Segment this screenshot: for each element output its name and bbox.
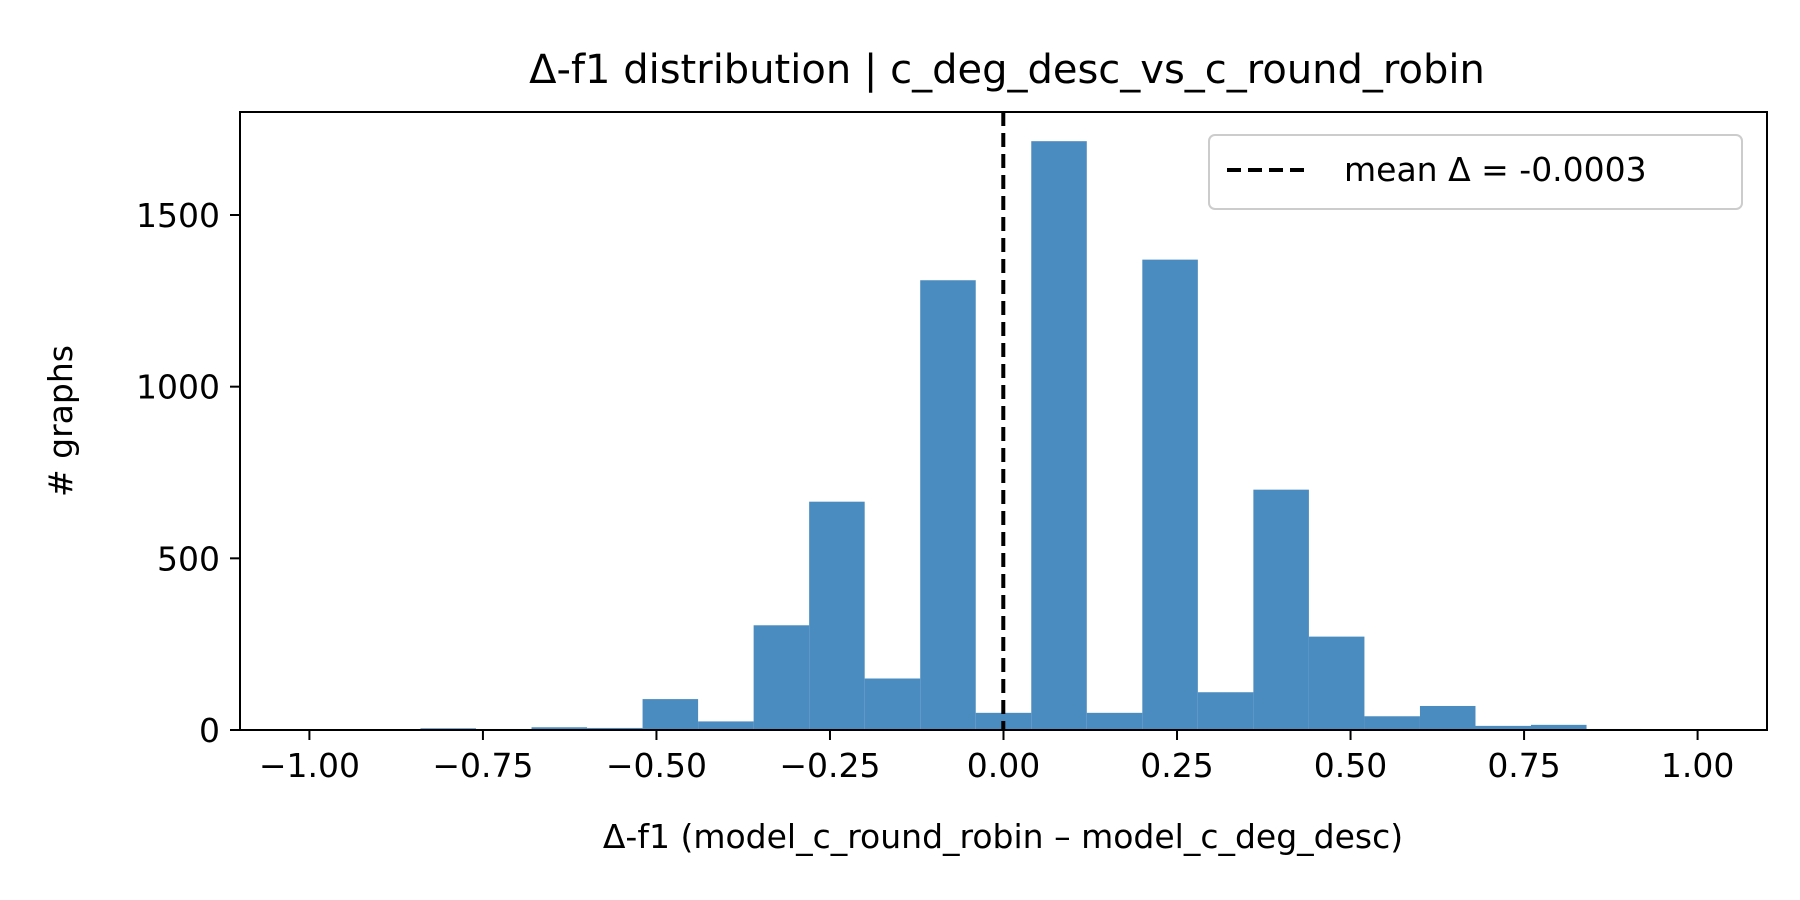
- histogram-bar: [1364, 716, 1420, 730]
- y-tick-label: 0: [199, 711, 220, 750]
- histogram-bar: [864, 678, 921, 730]
- histogram-bar: [809, 501, 865, 730]
- x-tick-label: 0.75: [1487, 746, 1560, 785]
- x-tick-label: −0.75: [432, 746, 533, 785]
- x-tick-label: 1.00: [1661, 746, 1734, 785]
- histogram-bar: [753, 625, 810, 730]
- legend-box: [1208, 134, 1743, 210]
- x-tick-label: 0.00: [967, 746, 1040, 785]
- histogram-bar: [1253, 489, 1309, 730]
- histogram-bar: [1031, 141, 1087, 730]
- legend: mean Δ = -0.0003: [1208, 134, 1743, 210]
- legend-entry-mean: mean Δ = -0.0003: [1344, 150, 1647, 189]
- histogram-bar: [698, 721, 754, 730]
- x-axis-ticks: −1.00 −0.75 −0.50 −0.25 0.00 0.25 0.50 0.75 1.00: [259, 730, 1734, 785]
- histogram-bar: [920, 280, 976, 730]
- x-tick-label: −1.00: [259, 746, 360, 785]
- histogram-bar: [531, 727, 588, 730]
- x-tick-label: −0.50: [606, 746, 707, 785]
- x-tick-label: 0.25: [1140, 746, 1213, 785]
- y-tick-label: 1000: [136, 368, 220, 407]
- y-tick-label: 1500: [136, 196, 220, 235]
- histogram-bars: [309, 141, 1698, 730]
- y-tick-label: 500: [157, 539, 220, 578]
- chart-title: Δ-f1 distribution | c_deg_desc_vs_c_roun…: [529, 47, 1485, 93]
- histogram-bar: [1475, 725, 1532, 730]
- histogram-bar: [1308, 636, 1365, 730]
- y-axis-label: # graphs: [41, 345, 80, 497]
- histogram-bar: [642, 699, 699, 730]
- x-tick-label: −0.25: [779, 746, 880, 785]
- histogram-bar: [1086, 712, 1143, 730]
- histogram-bar: [1531, 724, 1587, 730]
- histogram-bar: [1197, 692, 1254, 730]
- x-axis-label: Δ-f1 (model_c_round_robin – model_c_deg_…: [603, 817, 1403, 856]
- histogram-bar: [1142, 259, 1198, 730]
- x-tick-label: 0.50: [1314, 746, 1387, 785]
- y-axis-ticks: 0 500 1000 1500: [136, 196, 240, 750]
- histogram-bar: [587, 727, 643, 730]
- histogram-bar: [1419, 705, 1476, 730]
